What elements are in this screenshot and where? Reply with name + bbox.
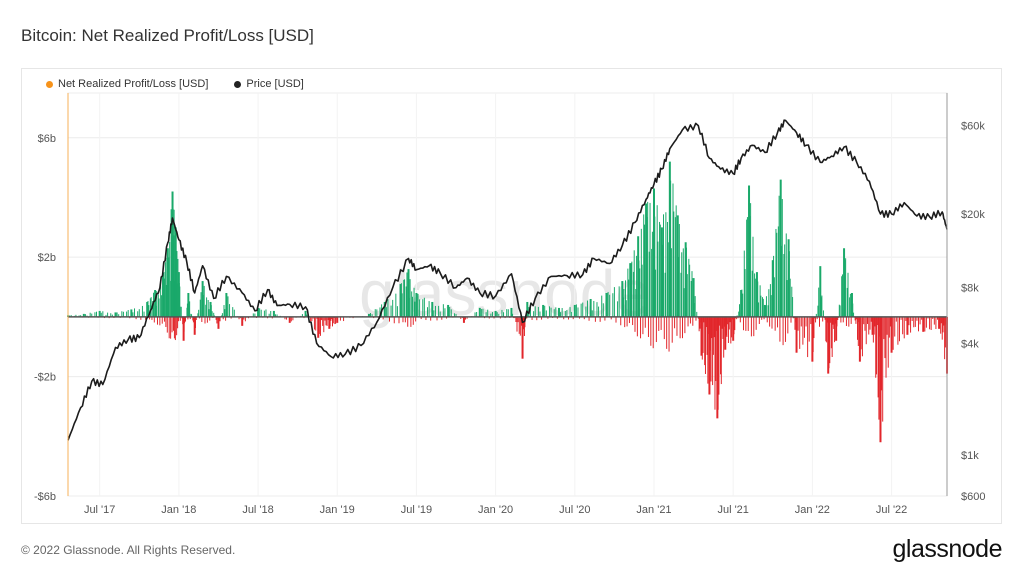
- x-tick-label: Jan '22: [795, 504, 830, 516]
- legend-dot-icon: [46, 80, 53, 88]
- price-line: [67, 119, 948, 441]
- price-line-group: [67, 119, 948, 441]
- y-right-tick-label: $4k: [961, 338, 979, 350]
- chart-frame: [21, 68, 1002, 524]
- x-tick-label: Jan '21: [636, 504, 671, 516]
- y-left-tick-label: $6b: [38, 133, 56, 145]
- x-tick-label: Jan '19: [320, 504, 355, 516]
- x-tick-label: Jan '18: [161, 504, 196, 516]
- x-tick-label: Jul '20: [559, 504, 590, 516]
- x-tick-label: Jan '20: [478, 504, 513, 516]
- legend-item-net-realized[interactable]: Net Realized Profit/Loss [USD]: [46, 78, 208, 90]
- y-right-tick-label: $1k: [961, 450, 979, 462]
- copyright-text: © 2022 Glassnode. All Rights Reserved.: [21, 543, 236, 557]
- y-left-tick-label: -$6b: [34, 491, 56, 503]
- y-right-tick-label: $20k: [961, 209, 985, 221]
- y-right-tick-label: $600: [961, 491, 985, 503]
- profit-loss-bars: [67, 161, 948, 443]
- legend-item-price[interactable]: Price [USD]: [234, 78, 304, 90]
- x-tick-label: Jul '22: [876, 504, 907, 516]
- axes: $6b $2b -$2b -$6b Jul '17 Jan '18 Jul '18 Jan '…: [34, 93, 985, 516]
- y-left-tick-label: -$2b: [34, 372, 56, 384]
- x-tick-label: Jul '21: [717, 504, 748, 516]
- legend-label: Net Realized Profit/Loss [USD]: [58, 78, 209, 90]
- legend-label: Price [USD]: [246, 78, 304, 90]
- x-tick-label: Jul '17: [84, 504, 115, 516]
- y-right-tick-label: $60k: [961, 121, 985, 133]
- x-tick-label: Jul '19: [401, 504, 432, 516]
- legend-dot-icon: [234, 80, 242, 88]
- page-title: Bitcoin: Net Realized Profit/Loss [USD]: [21, 26, 314, 45]
- chart-legend: Net Realized Profit/Loss [USD] Price [US…: [46, 78, 304, 90]
- x-tick-label: Jul '18: [242, 504, 273, 516]
- glassnode-logo: glassnode: [892, 535, 1003, 563]
- y-right-tick-label: $8k: [961, 283, 979, 295]
- y-left-tick-label: $2b: [38, 252, 56, 264]
